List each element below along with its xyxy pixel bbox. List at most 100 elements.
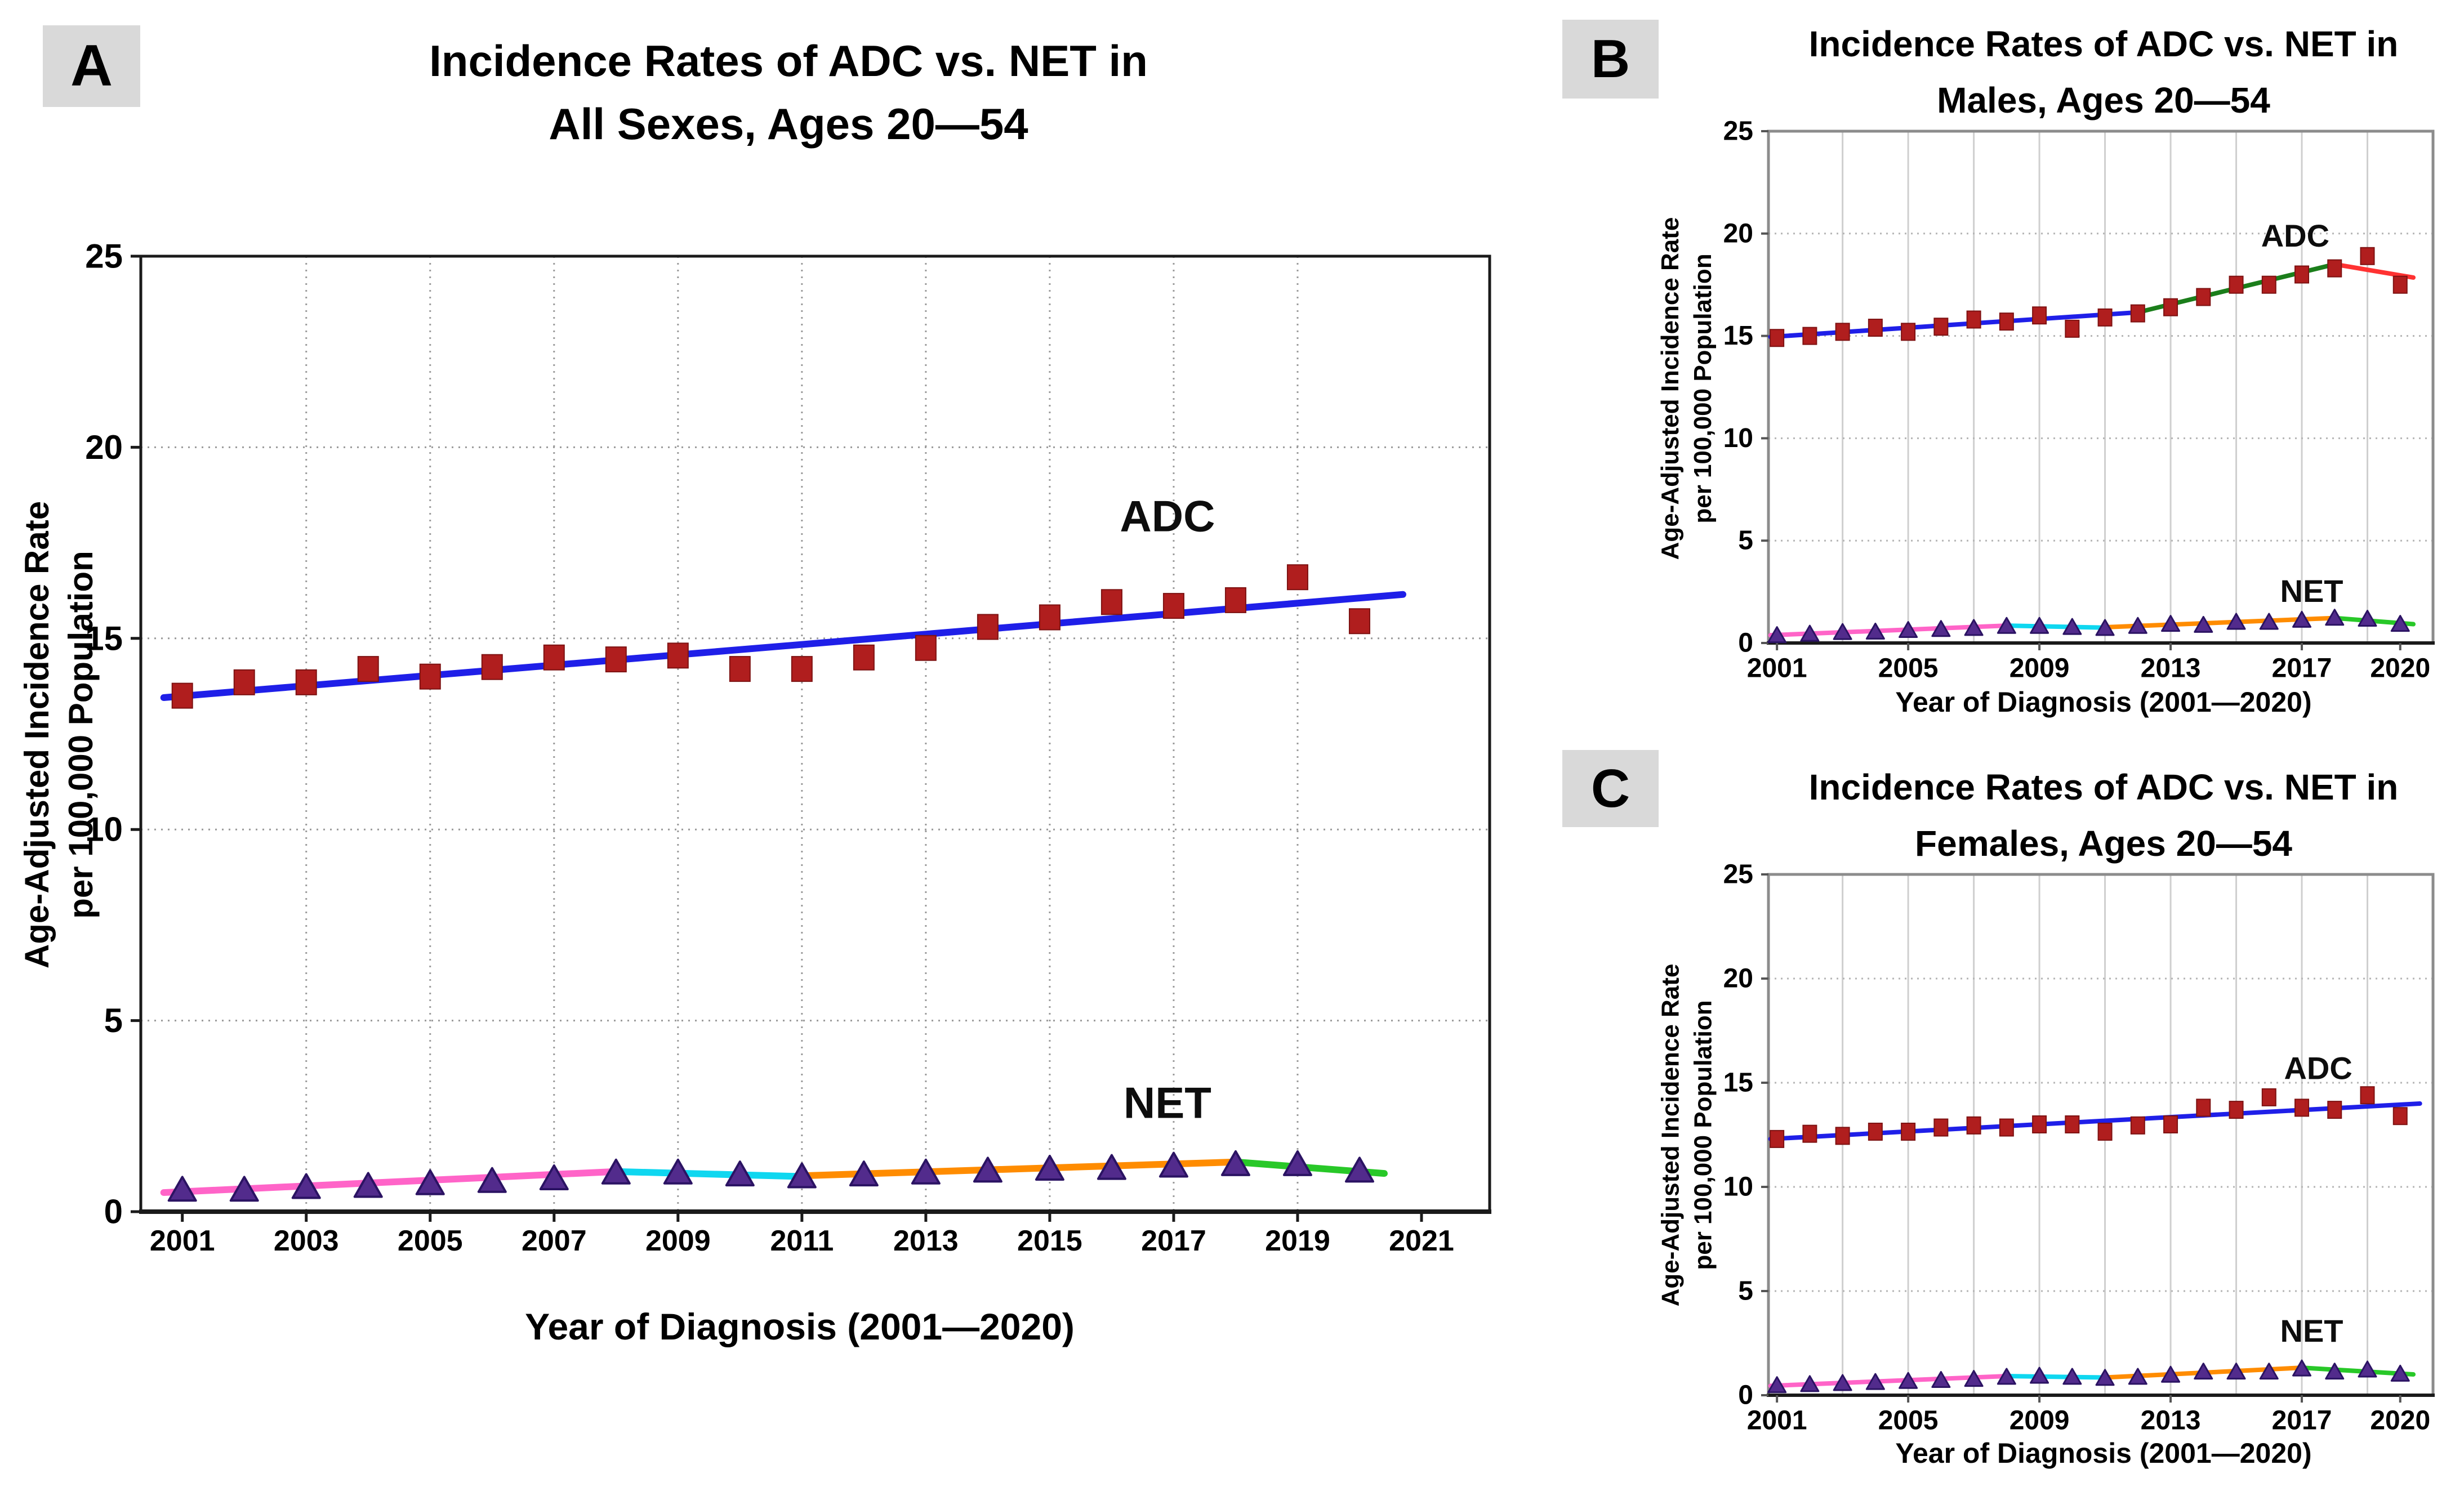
marker-adc-2014	[977, 614, 999, 640]
marker-net-2014	[2194, 615, 2213, 633]
marker-net-2009	[2030, 1367, 2049, 1384]
series-label-net: NET	[2280, 1313, 2343, 1348]
panel-c-y-axis-title-line1: Age-Adjusted Incidence Rate	[1656, 963, 1685, 1307]
y-tick-label-5: 5	[1738, 526, 1753, 556]
marker-net-2002	[229, 1176, 259, 1202]
x-tick-label-2015: 2015	[1017, 1225, 1082, 1257]
series-label-adc: ADC	[1120, 492, 1215, 541]
y-tick-label-20: 20	[1723, 964, 1753, 994]
x-tick-label-2021: 2021	[1389, 1225, 1454, 1257]
marker-adc-2008	[605, 646, 627, 673]
marker-adc-2007	[543, 644, 565, 671]
marker-net-2007	[1964, 1370, 1984, 1387]
x-tick-label-2011: 2011	[770, 1225, 834, 1257]
x-tick-label-2019: 2019	[1265, 1225, 1330, 1257]
marker-adc-2007	[1966, 1116, 1981, 1135]
marker-adc-2018	[1224, 587, 1246, 613]
x-tick-label-2013: 2013	[2141, 654, 2201, 684]
marker-net-2004	[1865, 622, 1885, 640]
marker-adc-2015	[2229, 1101, 2244, 1119]
marker-adc-2012	[2130, 1116, 2145, 1135]
marker-net-2015	[2226, 613, 2246, 630]
marker-net-2003	[291, 1173, 321, 1199]
marker-adc-2006	[481, 654, 503, 680]
marker-adc-2010	[2065, 319, 2080, 338]
marker-net-2016	[1097, 1154, 1126, 1180]
marker-net-2019	[1282, 1150, 1312, 1176]
panel-c-title: Incidence Rates of ADC vs. NET in Female…	[1723, 759, 2464, 872]
x-tick-label-2013: 2013	[893, 1225, 959, 1257]
series-label-net: NET	[1124, 1078, 1211, 1128]
y-tick-label-15: 15	[85, 619, 123, 657]
marker-adc-2014	[2196, 1098, 2211, 1117]
marker-net-2011	[787, 1162, 817, 1189]
x-tick-label-2005: 2005	[1878, 654, 1939, 684]
marker-net-2013	[2161, 615, 2181, 632]
marker-adc-2013	[2163, 298, 2178, 316]
marker-net-2001	[167, 1176, 197, 1202]
x-tick-label-2017: 2017	[2272, 654, 2332, 684]
marker-adc-2003	[295, 669, 317, 695]
panel-b-letter: B	[1562, 20, 1659, 99]
series-label-adc: ADC	[2261, 218, 2329, 253]
marker-net-2006	[1931, 620, 1951, 637]
marker-adc-2001	[1770, 1129, 1785, 1148]
panel-c-chart: 2001 2005 2009 2013 2017 2020 0 5 10 15 20 25 ADC NET	[1723, 860, 2435, 1436]
x-tick-label-2017: 2017	[1141, 1225, 1206, 1257]
marker-net-2009	[663, 1158, 693, 1185]
marker-adc-2006	[1933, 318, 1949, 336]
marker-adc-2005	[419, 663, 441, 690]
x-tick-label-2009: 2009	[2009, 654, 2070, 684]
marker-net-2003	[1833, 1374, 1852, 1391]
panel-b-y-axis-title-line1: Age-Adjusted Incidence Rate	[1656, 217, 1684, 560]
y-tick-label-10: 10	[1723, 1172, 1753, 1202]
x-tick-label-2017: 2017	[2272, 1406, 2332, 1436]
marker-adc-2004	[1868, 1122, 1883, 1141]
marker-net-2002	[1800, 1375, 1820, 1392]
panel-a-title-line2: All Sexes, Ages 20—54	[549, 99, 1028, 149]
trend-segment-adc-0	[1768, 310, 2140, 340]
marker-adc-2016	[1100, 589, 1122, 615]
marker-net-2016	[2259, 1363, 2279, 1380]
marker-adc-2020	[1348, 608, 1370, 635]
y-tick-label-10: 10	[85, 811, 123, 849]
marker-net-2007	[1964, 619, 1984, 636]
marker-net-2004	[1865, 1373, 1885, 1390]
panel-a-y-axis-title-line2: per 100,000 Population	[62, 551, 100, 919]
marker-adc-2019	[1286, 564, 1308, 591]
marker-net-2018	[2325, 609, 2345, 626]
marker-adc-2020	[2392, 275, 2408, 294]
marker-net-2017	[1159, 1151, 1188, 1178]
marker-adc-2010	[2065, 1115, 2080, 1133]
panel-a-x-axis-title: Year of Diagnosis (2001—2020)	[525, 1306, 1075, 1347]
marker-net-2005	[415, 1169, 445, 1195]
x-tick-label-2001: 2001	[1747, 1406, 1807, 1436]
panel-c-title-line2: Females, Ages 20—54	[1915, 823, 2292, 864]
marker-adc-2008	[1999, 1118, 2014, 1137]
marker-adc-2004	[1868, 319, 1883, 337]
marker-net-2016	[2259, 613, 2279, 630]
marker-adc-2017	[1162, 593, 1184, 619]
marker-adc-2017	[2294, 1098, 2310, 1117]
marker-adc-2018	[2327, 1101, 2342, 1119]
marker-net-2006	[477, 1167, 507, 1193]
marker-adc-2008	[1999, 312, 2014, 331]
panel-a-title: Incidence Rates of ADC vs. NET in All Se…	[225, 29, 1352, 155]
marker-adc-2007	[1966, 310, 1981, 329]
marker-adc-2013	[915, 635, 937, 661]
marker-adc-2015	[2229, 275, 2244, 294]
panel-b-x-axis-title: Year of Diagnosis (2001—2020)	[1895, 686, 2312, 718]
panel-a-title-line1: Incidence Rates of ADC vs. NET in	[429, 36, 1148, 86]
marker-adc-2012	[853, 644, 875, 671]
marker-net-2019	[2358, 1360, 2377, 1378]
x-tick-label-2005: 2005	[398, 1225, 463, 1257]
marker-net-2004	[353, 1172, 383, 1198]
marker-adc-2019	[2360, 1086, 2375, 1105]
marker-net-2008	[1997, 617, 2016, 634]
marker-adc-2009	[2032, 1115, 2047, 1133]
y-tick-label-15: 15	[1723, 321, 1753, 351]
marker-net-2005	[1899, 1372, 1918, 1389]
panel-c-letter: C	[1562, 750, 1659, 827]
y-tick-label-0: 0	[1738, 1381, 1753, 1410]
marker-adc-2009	[2032, 306, 2047, 325]
